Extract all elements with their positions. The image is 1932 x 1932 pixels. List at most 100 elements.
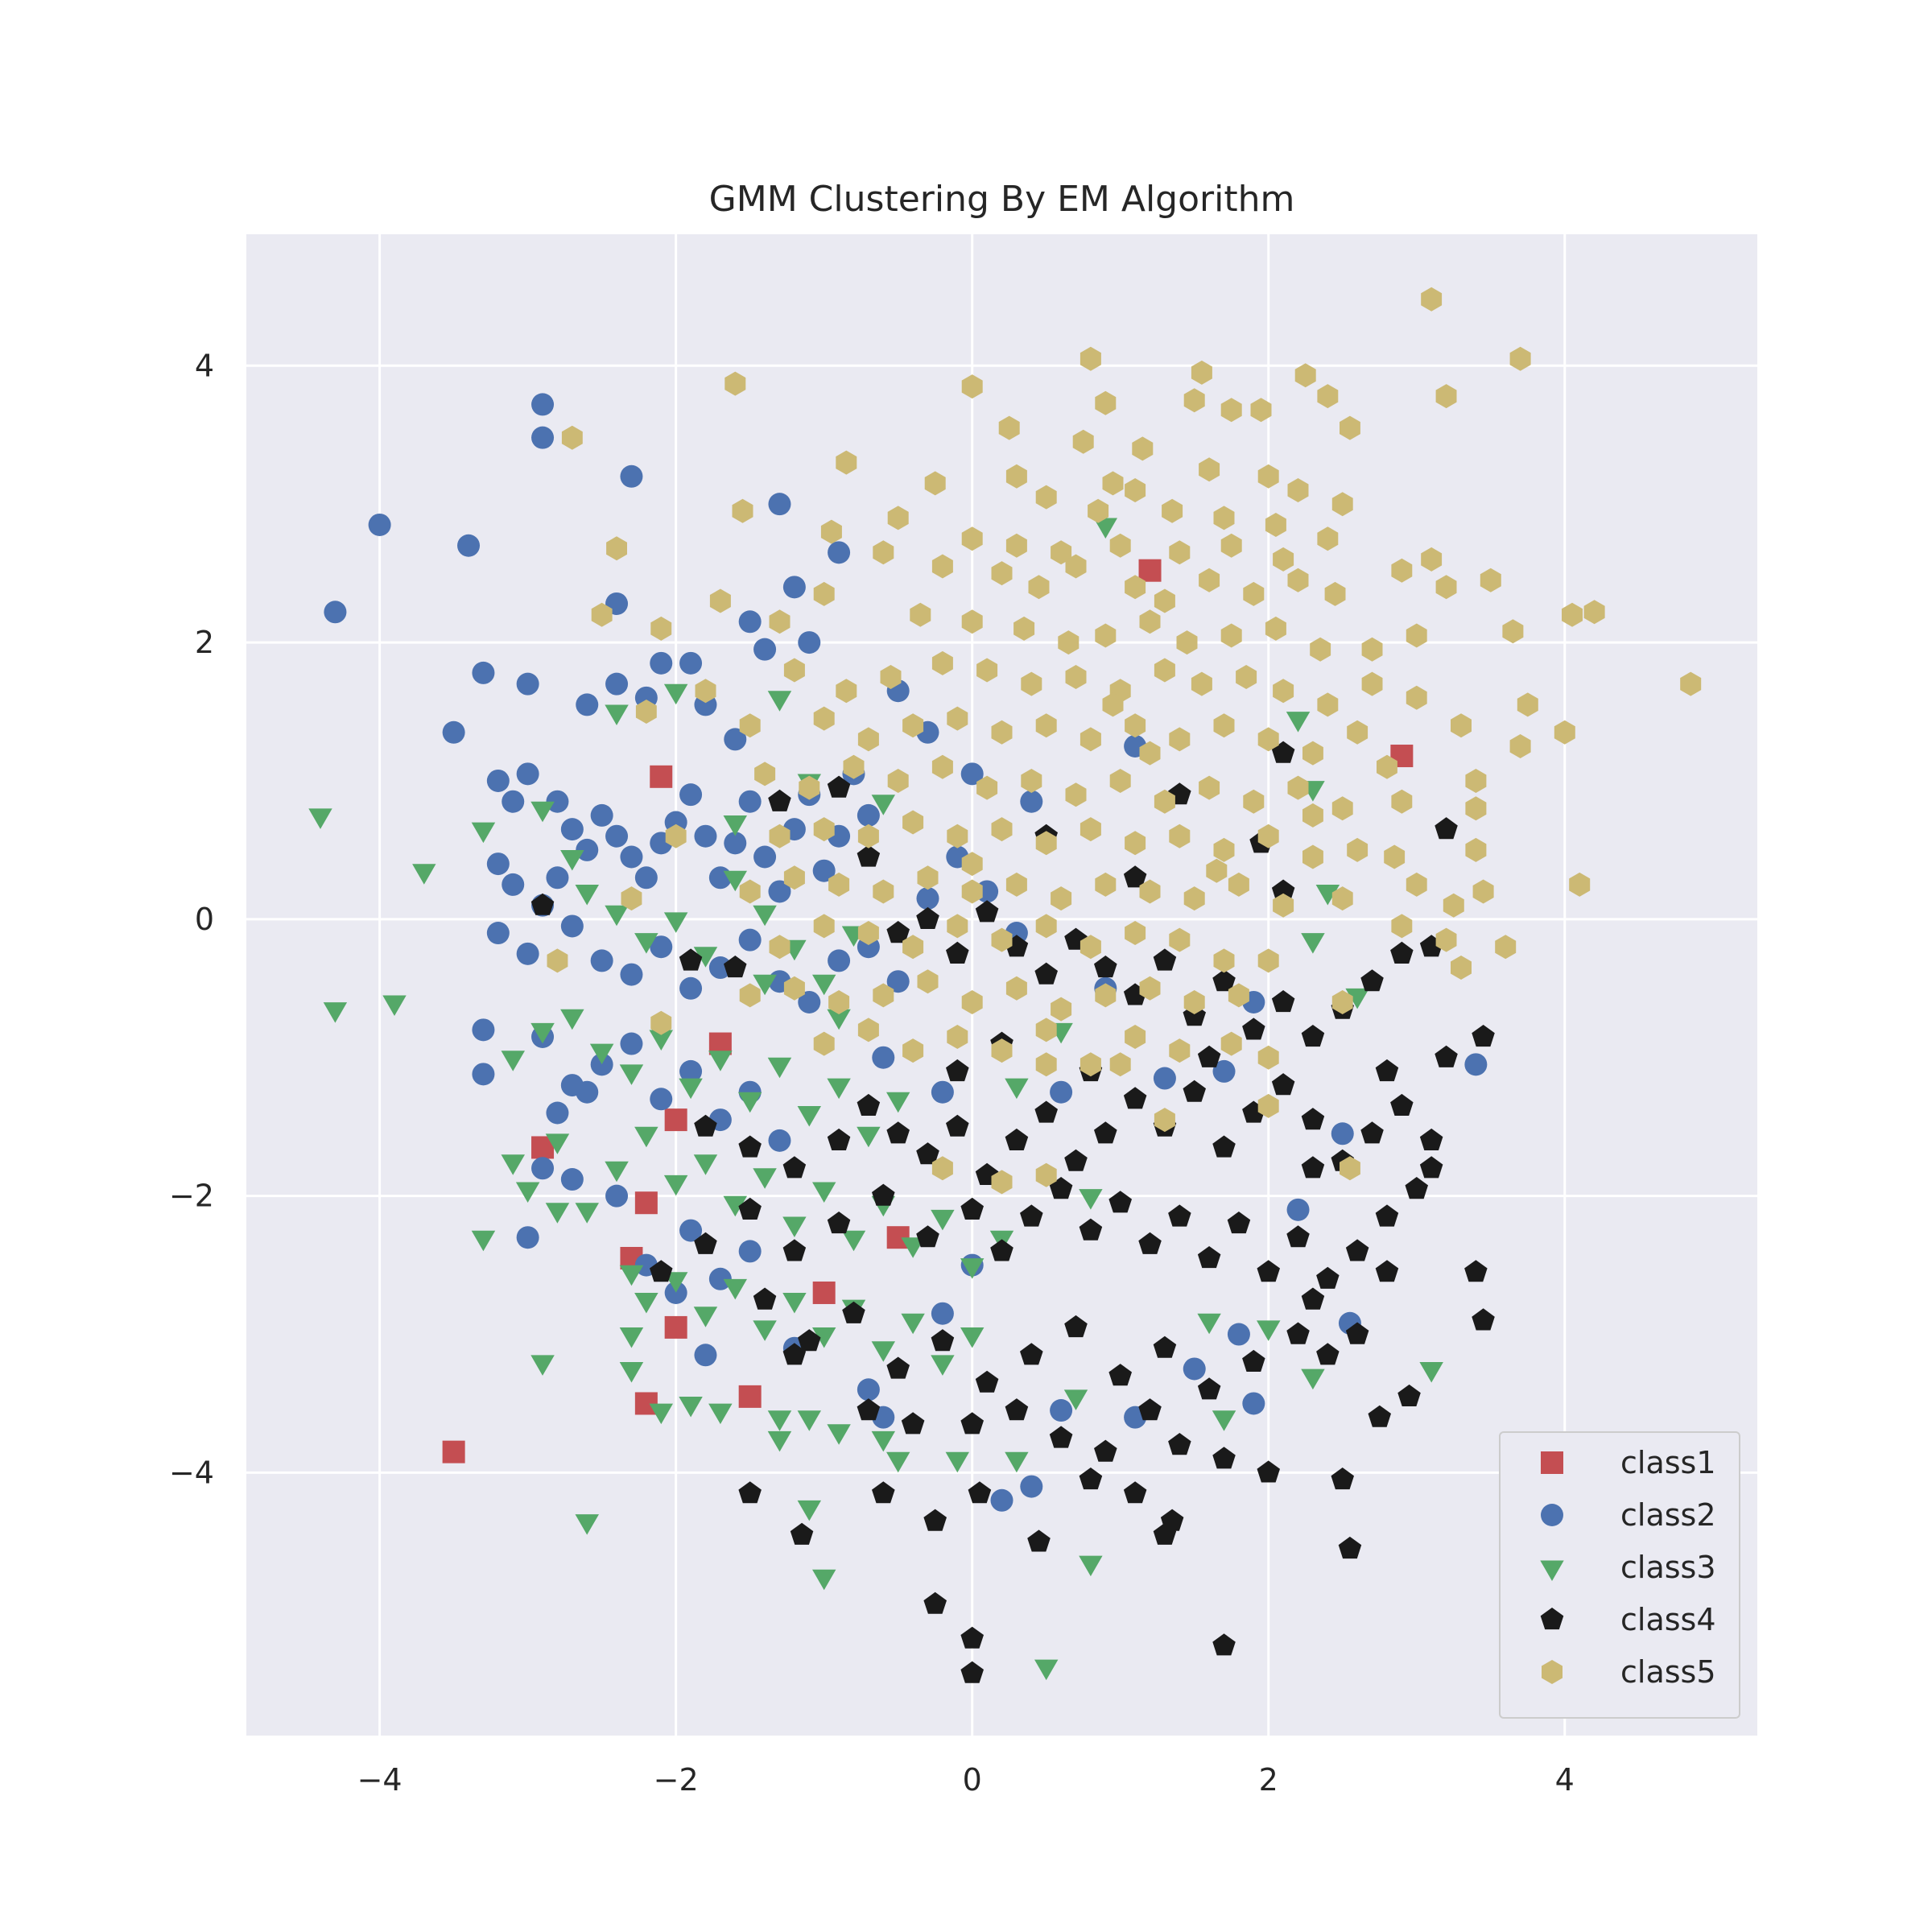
class3-point <box>1063 1389 1088 1410</box>
class2-point <box>486 922 510 945</box>
class5-point <box>1080 1052 1101 1077</box>
class5-point <box>1065 554 1087 579</box>
class4-point <box>1094 1439 1117 1462</box>
class2-point <box>679 976 703 1000</box>
class5-point <box>1294 363 1316 388</box>
class3-point <box>931 1355 955 1376</box>
class5-point <box>836 679 857 704</box>
class3-point <box>782 1293 807 1314</box>
class5-point <box>621 886 642 911</box>
class5-point <box>931 754 953 779</box>
class2-point <box>605 824 629 848</box>
class3-point <box>753 1320 777 1341</box>
legend-marker-class2 <box>1541 1504 1563 1526</box>
class5-point <box>947 706 968 731</box>
class5-point <box>820 519 842 544</box>
class2-point <box>516 1226 539 1249</box>
class1-point <box>1138 559 1162 582</box>
legend-marker-class4 <box>1540 1608 1564 1630</box>
class3-point <box>886 1451 910 1473</box>
class5-point <box>887 506 909 530</box>
class3-point <box>663 683 688 705</box>
class5-point <box>1317 526 1339 551</box>
class3-point <box>737 1092 762 1113</box>
class2-point <box>708 1267 732 1290</box>
class5-point <box>1310 637 1331 662</box>
class5-point <box>1257 824 1279 848</box>
class5-point <box>961 526 983 551</box>
class3-point <box>679 1397 703 1418</box>
class5-point <box>1331 796 1353 821</box>
class4-point <box>1390 1093 1414 1116</box>
class5-point <box>1035 831 1057 856</box>
class4-point <box>990 1239 1013 1261</box>
class5-point <box>1472 879 1494 904</box>
class3-point <box>1345 988 1369 1009</box>
class5-point <box>1021 769 1042 793</box>
class4-point <box>1227 1212 1251 1234</box>
class2-point <box>486 852 510 876</box>
class3-point <box>693 1307 718 1327</box>
class5-point <box>1035 485 1057 510</box>
class5-point <box>1435 575 1457 600</box>
class4-point <box>1212 1633 1236 1656</box>
class2-point <box>679 1219 703 1242</box>
class2-point <box>605 1184 629 1208</box>
class4-point <box>960 1197 984 1220</box>
class5-point <box>931 650 953 675</box>
legend-label: class5 <box>1620 1654 1716 1690</box>
class5-point <box>1199 775 1220 800</box>
class2-point <box>590 949 613 972</box>
class3-point <box>575 885 599 906</box>
class3-point <box>605 1161 629 1183</box>
class2-point <box>724 832 747 855</box>
class2-point <box>560 818 584 841</box>
class4-point <box>1153 1335 1177 1358</box>
class2-point <box>738 928 762 952</box>
class2-point <box>798 990 821 1013</box>
class5-point <box>1480 568 1501 592</box>
class5-point <box>1331 886 1353 911</box>
class5-point <box>1183 388 1205 413</box>
class5-point <box>635 700 657 724</box>
class3-point <box>605 905 629 927</box>
class3-point <box>545 1133 570 1154</box>
class2-point <box>324 601 347 624</box>
class2-point <box>560 1168 584 1191</box>
class2-point <box>679 1059 703 1083</box>
class4-point <box>1331 1468 1354 1490</box>
class3-point <box>901 1237 925 1258</box>
class5-point <box>1435 384 1457 409</box>
class4-point <box>1168 1204 1191 1227</box>
class5-point <box>1680 671 1702 696</box>
class4-point <box>530 893 555 915</box>
class5-point <box>1199 568 1220 592</box>
class5-point <box>1169 540 1191 565</box>
class5-point <box>1287 775 1309 800</box>
class2-point <box>650 1088 673 1111</box>
class2-point <box>457 534 481 557</box>
class5-point <box>695 679 716 704</box>
class5-point <box>1169 927 1191 952</box>
class3-point <box>619 1327 644 1348</box>
class4-point <box>1390 941 1414 964</box>
class4-point <box>724 956 747 978</box>
class4-point <box>1138 1398 1162 1421</box>
class4-point <box>1271 741 1295 763</box>
class5-point <box>917 969 939 994</box>
class5-point <box>1287 568 1309 592</box>
class4-point <box>1375 1059 1399 1082</box>
class5-point <box>1324 581 1346 606</box>
class5-point <box>1125 713 1146 738</box>
class5-point <box>1265 513 1286 537</box>
class5-point <box>1257 464 1279 489</box>
class5-point <box>1125 478 1146 502</box>
class5-point <box>813 817 835 842</box>
class5-point <box>1243 789 1265 814</box>
class5-point <box>1451 713 1472 738</box>
class4-point <box>1079 1468 1103 1490</box>
class5-point <box>1331 990 1353 1014</box>
class5-point <box>1265 616 1286 641</box>
class3-point <box>1301 1368 1325 1390</box>
legend-item: class4 <box>1540 1602 1716 1637</box>
